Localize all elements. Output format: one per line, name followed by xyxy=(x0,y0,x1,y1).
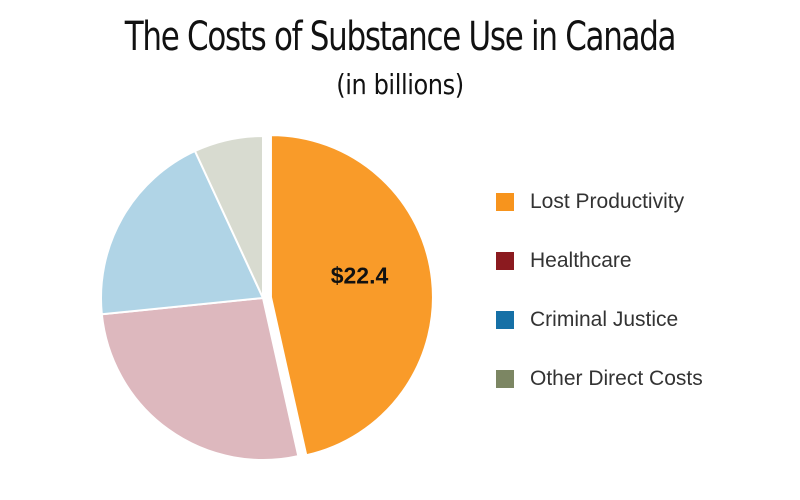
pie-slice-other-direct-costs xyxy=(193,134,264,299)
pie-slice-criminal-justice xyxy=(100,149,265,316)
pie-slice-healthcare xyxy=(100,296,300,461)
legend-label: Healthcare xyxy=(530,249,632,272)
legend-item-criminal-justice: Criminal Justice xyxy=(496,304,678,336)
legend-label: Lost Productivity xyxy=(530,190,685,213)
chart-subtitle: (in billions) xyxy=(336,68,464,101)
legend-label: Criminal Justice xyxy=(530,308,679,331)
legend-label: Other Direct Costs xyxy=(530,367,703,390)
legend-item-other-direct-costs: Other Direct Costs xyxy=(496,363,703,395)
legend-item-healthcare: Healthcare xyxy=(496,245,632,277)
chart-title: The Costs of Substance Use in Canada xyxy=(124,14,677,60)
legend-item-lost-productivity: Lost Productivity xyxy=(496,186,684,218)
legend-swatch xyxy=(496,370,514,388)
legend-swatch xyxy=(496,311,514,329)
legend-swatch xyxy=(496,193,514,211)
legend-swatch xyxy=(496,252,514,270)
pie-slice-lost-productivity xyxy=(269,134,434,457)
data-label-lost-productivity: $22.4 xyxy=(331,262,389,288)
